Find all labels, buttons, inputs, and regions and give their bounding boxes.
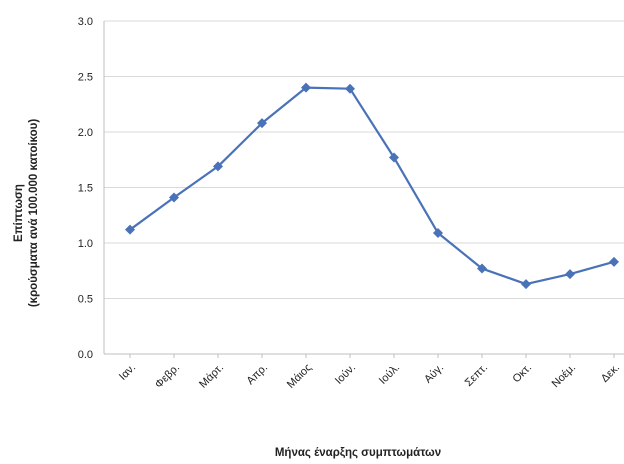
series-line: [129, 86, 615, 286]
x-tick-label: Φεβρ.: [153, 362, 182, 391]
data-point-marker: [169, 192, 179, 203]
y-axis-title-line1: Επίπτωση: [13, 184, 25, 242]
x-axis-title: Μήνας έναρξης συμπτωμάτων: [275, 447, 441, 459]
y-tick-label: 0.0: [78, 349, 93, 361]
data-point-marker: [477, 263, 487, 274]
data-point-marker: [257, 118, 267, 129]
x-tick-labels: Ιαν. Φεβρ. Μάρτ. Απρ. Μάιος Ιούν. Ιούλ. Αύγ. Σεπ…: [117, 362, 622, 391]
gridlines: [104, 20, 624, 299]
data-point-marker: [565, 269, 575, 280]
x-tick-label: Ιαν.: [117, 362, 138, 383]
data-point-marker: [345, 83, 355, 94]
x-tick-label: Δεκ.: [599, 362, 622, 385]
series-layer: [125, 82, 619, 290]
y-tick-label: 2.5: [78, 72, 93, 84]
x-tick-label: Ιούλ.: [377, 362, 402, 387]
data-point-marker: [125, 224, 135, 235]
x-tick-label: Οκτ.: [510, 362, 534, 386]
axes: [103, 21, 624, 358]
y-tick-label: 3.0: [78, 16, 93, 28]
y-tick-label: 1.0: [78, 238, 93, 250]
y-tick-label: 1.5: [78, 183, 93, 195]
y-axis-title-line2: (κρούσματα ανά 100.000 κατοίκου): [28, 119, 40, 307]
data-point-marker: [389, 152, 399, 163]
y-tick-label: 0.5: [78, 294, 93, 306]
data-point-marker: [433, 228, 443, 239]
data-point-marker: [609, 256, 619, 267]
x-tick-label: Μάιος: [285, 362, 314, 391]
data-point-marker: [301, 82, 311, 93]
x-tick-label: Αύγ.: [422, 362, 446, 386]
x-tick-label: Ιούν.: [333, 362, 358, 387]
y-tick-label: 2.0: [78, 127, 93, 139]
x-tick-label: Απρ.: [244, 362, 270, 388]
x-tick-label: Νοέμ.: [550, 362, 579, 391]
x-tick-label: Μάρτ.: [197, 362, 226, 391]
x-tick-label: Σεπτ.: [463, 362, 490, 389]
data-point-marker: [521, 279, 531, 290]
data-point-marker: [213, 161, 223, 172]
y-tick-labels: 0.0 0.5 1.0 1.5 2.0 2.5 3.0: [78, 16, 93, 361]
